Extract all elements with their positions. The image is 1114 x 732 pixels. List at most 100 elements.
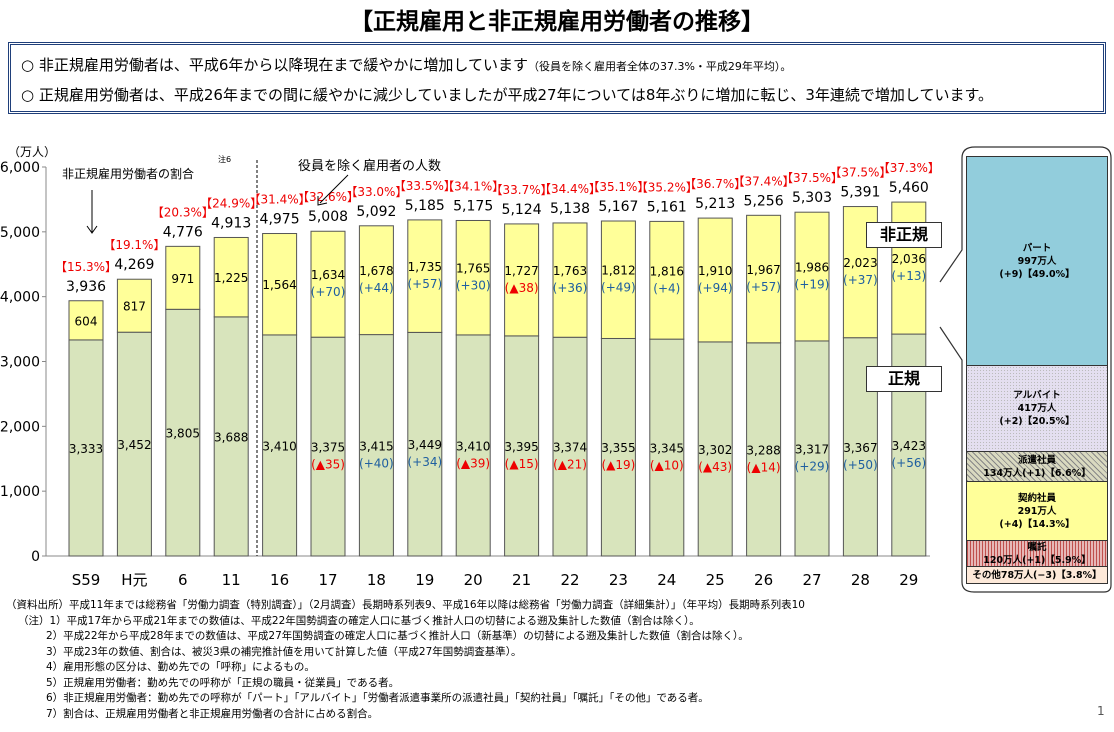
- summary-line: ○ 正規雇用労働者は、平成26年までの間に緩やかに減少していましたが平成27年に…: [21, 86, 993, 104]
- total-value-label: 5,167: [598, 199, 638, 215]
- regular-value-label: 3,688: [214, 430, 248, 444]
- bar-regular: [116, 331, 152, 557]
- source-note: （資料出所）平成11年までは総務省「労働力調査（特別調査）」（2月調査）長期時系…: [6, 599, 805, 611]
- ratio-label: 【34.4%】: [539, 182, 601, 196]
- total-value-label: 5,391: [840, 185, 880, 201]
- ratio-label: 【33.5%】: [394, 179, 456, 193]
- ratio-label: 【33.0%】: [345, 185, 407, 199]
- nonregular-change-label: (+37): [843, 273, 878, 287]
- arrow-line: [319, 174, 349, 204]
- nonregular-value-label: 1,967: [746, 263, 780, 277]
- nonregular-change-label: (+57): [746, 280, 781, 294]
- total-value-label: 4,913: [211, 215, 251, 231]
- total-value-label: 4,975: [260, 212, 300, 228]
- x-tick-label: 17: [318, 571, 337, 589]
- x-tick-label: 25: [706, 571, 725, 589]
- bar-nonregular: [116, 278, 152, 333]
- bar-nonregular: [407, 219, 443, 333]
- bar-regular: [455, 334, 491, 557]
- ratio-label: 【37.5%】: [829, 166, 891, 180]
- bar-nonregular: [358, 225, 394, 336]
- bar-nonregular: [68, 300, 104, 341]
- nonregular-value-label: 1,564: [262, 278, 296, 292]
- circle-bullet-icon: ○: [21, 86, 39, 104]
- ratio-label: 【24.9%】: [200, 196, 262, 210]
- x-tick-label: 20: [464, 571, 483, 589]
- nonregular-change-label: (▲38): [505, 281, 539, 295]
- breakdown-label: 134万人(+1)【6.6%】: [983, 467, 1091, 479]
- nonregular-change-label: (+13): [891, 269, 926, 283]
- bar-nonregular: [552, 222, 588, 338]
- breakdown-label: アルバイト: [1013, 390, 1061, 401]
- regular-value-label: 3,805: [166, 427, 200, 441]
- total-value-label: 5,303: [792, 190, 832, 206]
- nonregular-value-label: 1,225: [214, 271, 248, 285]
- nonregular-value-label: 1,763: [553, 264, 587, 278]
- ratio-label: 【32.6%】: [297, 190, 359, 204]
- footnote: 4）雇用形態の区分は、勤め先での「呼称」によるもの。: [46, 661, 315, 673]
- nonregular-value-label: 1,678: [359, 264, 393, 278]
- regular-value-label: 3,345: [650, 442, 684, 456]
- ratio-label: 【20.3%】: [152, 205, 214, 219]
- bar-regular: [358, 334, 394, 557]
- total-value-label: 5,185: [405, 198, 445, 214]
- regular-value-label: 3,367: [843, 441, 877, 455]
- nonregular-value-label: 1,735: [408, 260, 442, 274]
- ratio-label: 【35.1%】: [587, 180, 649, 194]
- bar-regular: [310, 336, 346, 557]
- x-tick-label: 21: [512, 571, 531, 589]
- breakdown-label: (+2)【20.5%】: [999, 416, 1075, 427]
- x-tick-label: 16: [270, 571, 289, 589]
- breakdown-label: その他78万人(−3)【3.8%】: [972, 569, 1102, 581]
- breakdown-label: 契約社員: [1017, 492, 1056, 504]
- regular-change-label: (+56): [891, 456, 926, 470]
- x-tick-label: 27: [802, 571, 821, 589]
- regular-change-label: (▲14): [747, 460, 781, 474]
- summary-line: ○ 非正規雇用労働者は、平成6年から以降現在まで緩やかに増加しています（役員を除…: [21, 56, 792, 74]
- total-annotation: 役員を除く雇用者の人数: [298, 158, 441, 174]
- footnote: 2）平成22年から平成28年までの数値は、平成27年国勢調査の確定人口に基づく推…: [46, 630, 749, 642]
- nonregular-value-label: 1,727: [504, 264, 538, 278]
- nonregular-change-label: (+44): [359, 281, 394, 295]
- summary-box: ○ 非正規雇用労働者は、平成6年から以降現在まで緩やかに増加しています（役員を除…: [8, 42, 1106, 114]
- breakdown-label: 417万人: [1017, 403, 1057, 414]
- bar-nonregular: [455, 219, 491, 336]
- page-title: 【正規雇用と非正規雇用労働者の推移】: [350, 9, 764, 35]
- ratio-label: 【19.1%】: [103, 238, 165, 252]
- nonregular-change-label: (+49): [601, 281, 636, 295]
- total-value-label: 5,092: [356, 204, 396, 220]
- bar-nonregular: [794, 211, 830, 342]
- total-value-label: 5,460: [889, 180, 929, 196]
- x-tick-label: 11: [222, 571, 241, 589]
- ratio-label: 【35.2%】: [636, 180, 698, 194]
- nonregular-change-label: (+57): [407, 277, 442, 291]
- regular-change-label: (+40): [359, 456, 394, 470]
- bar-regular: [746, 342, 782, 557]
- footnotes: （資料出所）平成11年までは総務省「労働力調査（特別調査）」（2月調査）長期時系…: [6, 598, 805, 722]
- x-tick-label: 23: [609, 571, 628, 589]
- ratio-label: 【15.3%】: [55, 260, 117, 274]
- x-tick-label: H元: [121, 571, 147, 589]
- regular-value-label: 3,415: [359, 439, 393, 453]
- nonregular-change-label: (+36): [553, 281, 588, 295]
- total-value-label: 4,776: [163, 224, 203, 240]
- nonregular-value-label: 971: [171, 272, 194, 286]
- x-tick-label: 19: [415, 571, 434, 589]
- regular-value-label: 3,410: [262, 439, 296, 453]
- regular-change-label: (▲21): [553, 458, 587, 472]
- breakdown-label: 997万人: [1017, 255, 1057, 267]
- bar-nonregular: [649, 220, 685, 340]
- nonregular-value-label: 1,986: [795, 261, 829, 275]
- y-tick-label: 0: [31, 549, 40, 565]
- regular-value-label: 3,449: [408, 438, 442, 452]
- ratio-label: 【31.4%】: [249, 193, 311, 207]
- bar-regular: [649, 338, 685, 557]
- breakdown-segment: 派遣社員 134万人(+1)【6.6%】: [966, 451, 1108, 482]
- bar-regular: [552, 336, 588, 557]
- y-tick-label: 4,000: [0, 290, 40, 306]
- bar-regular: [68, 339, 104, 557]
- regular-value-label: 3,375: [311, 441, 345, 455]
- breakdown-label: 120万人(+1)【5.9%】: [983, 554, 1091, 566]
- y-tick-label: 6,000: [0, 160, 40, 176]
- bar-nonregular: [213, 236, 249, 318]
